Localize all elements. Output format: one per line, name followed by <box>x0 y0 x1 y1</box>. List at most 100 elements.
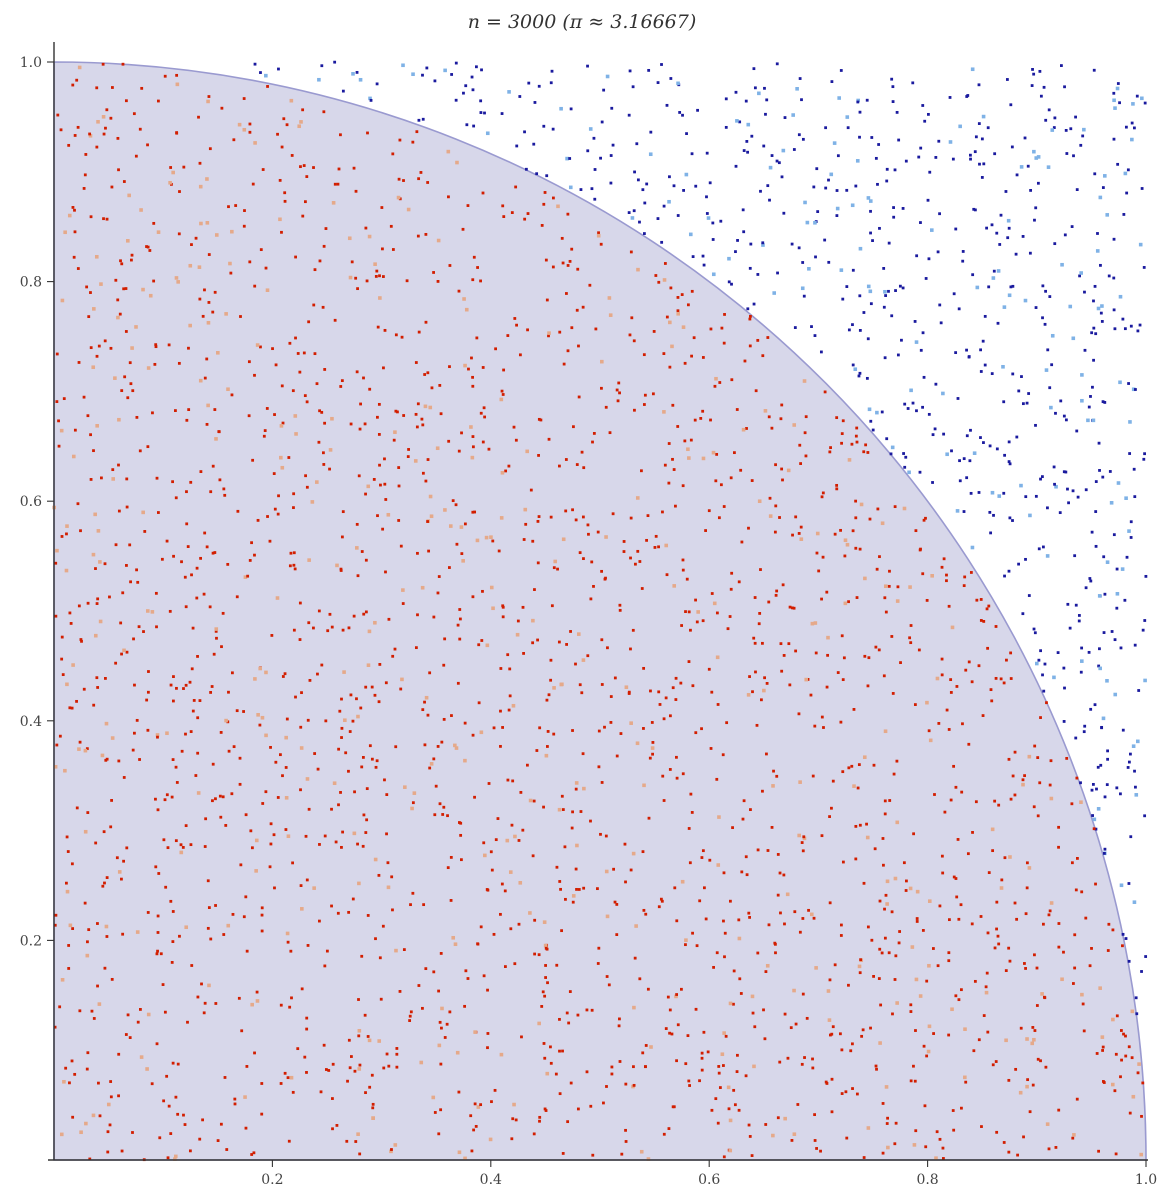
inside-point <box>969 571 973 574</box>
inside-point <box>799 462 803 465</box>
outside-point <box>930 228 934 232</box>
inside-point <box>214 627 219 631</box>
inside-point <box>80 639 83 643</box>
outside-point <box>1060 262 1064 267</box>
inside-point <box>1119 1075 1122 1079</box>
inside-point <box>510 1137 514 1141</box>
inside-point <box>499 516 504 520</box>
inside-point <box>748 317 752 321</box>
outside-point <box>1090 530 1094 534</box>
inside-point <box>600 683 604 686</box>
inside-point <box>300 691 303 695</box>
inside-point <box>171 170 175 175</box>
outside-point <box>851 323 854 327</box>
inside-point <box>499 744 502 748</box>
inside-point <box>571 894 576 898</box>
inside-point <box>490 1100 493 1104</box>
inside-point <box>711 450 716 455</box>
outside-point <box>368 96 372 101</box>
outside-point <box>892 206 895 209</box>
outside-point <box>1042 689 1046 693</box>
inside-point <box>580 450 584 454</box>
inside-point <box>687 827 691 830</box>
inside-point <box>366 484 371 489</box>
inside-point <box>831 779 835 783</box>
inside-point <box>1009 651 1013 655</box>
inside-point <box>1035 966 1039 970</box>
outside-point <box>965 348 968 352</box>
inside-point <box>225 1148 229 1151</box>
outside-point <box>1124 125 1128 129</box>
inside-point <box>1025 1037 1029 1041</box>
outside-point <box>1039 94 1043 98</box>
inside-point <box>433 813 437 817</box>
outside-point <box>1103 401 1107 404</box>
inside-point <box>189 843 193 847</box>
outside-point <box>991 276 996 280</box>
outside-point <box>869 302 873 306</box>
outside-point <box>1095 787 1098 791</box>
inside-point <box>546 745 549 748</box>
inside-point <box>66 850 70 853</box>
inside-point <box>78 1009 82 1013</box>
outside-point <box>903 402 907 406</box>
inside-point <box>702 1030 706 1034</box>
inside-point <box>184 605 188 609</box>
inside-point <box>446 866 450 870</box>
inside-point <box>618 391 621 395</box>
inside-point <box>888 569 891 573</box>
outside-point <box>1027 392 1031 395</box>
outside-point <box>1021 402 1025 406</box>
inside-point <box>546 981 549 985</box>
inside-point <box>154 343 158 347</box>
inside-point <box>479 925 483 929</box>
inside-point <box>794 649 798 653</box>
inside-point <box>423 404 428 409</box>
inside-point <box>333 318 337 322</box>
outside-point <box>1121 932 1125 936</box>
inside-point <box>411 140 415 144</box>
inside-point <box>1124 1034 1127 1038</box>
inside-point <box>1057 1108 1061 1112</box>
inside-point <box>432 970 436 974</box>
outside-point <box>480 68 483 72</box>
inside-point <box>716 703 720 706</box>
inside-point <box>1047 1147 1051 1151</box>
outside-point <box>890 314 894 318</box>
outside-point <box>989 531 993 535</box>
outside-point <box>1119 646 1123 650</box>
inside-point <box>281 421 285 425</box>
inside-point <box>424 967 428 971</box>
outside-point <box>1023 136 1027 140</box>
outside-point <box>896 353 900 357</box>
inside-point <box>416 234 420 238</box>
inside-point <box>560 929 563 933</box>
inside-point <box>731 826 734 830</box>
inside-point <box>507 708 511 712</box>
outside-point <box>660 240 664 244</box>
inside-point <box>499 667 503 670</box>
inside-point <box>693 418 697 422</box>
inside-point <box>619 732 623 735</box>
inside-point <box>854 516 858 520</box>
inside-point <box>460 552 464 556</box>
inside-point <box>803 1056 806 1059</box>
inside-point <box>657 545 660 549</box>
outside-point <box>1096 807 1101 811</box>
inside-point <box>618 1060 622 1063</box>
inside-point <box>298 601 302 605</box>
inside-point <box>513 962 517 966</box>
outside-point <box>1064 470 1068 474</box>
inside-point <box>208 147 212 151</box>
outside-point <box>599 156 602 160</box>
inside-point <box>313 268 317 272</box>
inside-point <box>264 266 268 270</box>
inside-point <box>770 825 774 829</box>
outside-point <box>471 88 475 92</box>
inside-point <box>532 799 536 803</box>
inside-point <box>121 62 125 66</box>
inside-point <box>279 1003 283 1007</box>
inside-point <box>942 1157 945 1160</box>
outside-point <box>1014 252 1018 256</box>
inside-point <box>305 878 309 882</box>
